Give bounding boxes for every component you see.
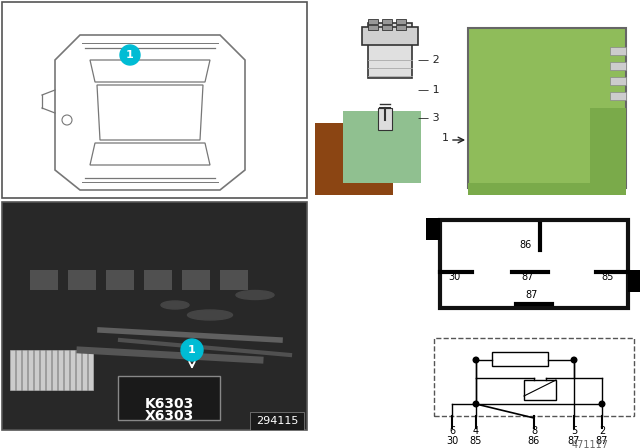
Bar <box>378 108 392 130</box>
Bar <box>492 352 548 366</box>
Bar <box>88 350 93 390</box>
Text: 30: 30 <box>448 272 460 282</box>
Text: 1: 1 <box>126 50 134 60</box>
Text: 4: 4 <box>473 426 479 436</box>
Text: 86: 86 <box>528 436 540 446</box>
Bar <box>28 350 33 390</box>
Bar <box>34 350 39 390</box>
Bar <box>220 270 248 290</box>
Bar <box>426 218 440 240</box>
Text: 87: 87 <box>596 436 608 446</box>
Bar <box>368 23 412 78</box>
Bar <box>396 25 406 30</box>
Bar <box>610 62 626 70</box>
Text: K6303: K6303 <box>145 397 194 411</box>
Text: 1: 1 <box>188 345 196 355</box>
Bar <box>70 350 75 390</box>
Bar <box>40 350 45 390</box>
Bar <box>68 270 96 290</box>
Bar <box>76 350 81 390</box>
Bar <box>610 77 626 85</box>
Text: 471117: 471117 <box>572 440 609 448</box>
Text: 87: 87 <box>568 436 580 446</box>
Circle shape <box>473 357 479 363</box>
Bar <box>106 270 134 290</box>
Text: — 1: — 1 <box>418 85 440 95</box>
Bar <box>610 47 626 55</box>
Bar <box>46 350 51 390</box>
Text: 87: 87 <box>526 290 538 300</box>
Circle shape <box>120 45 140 65</box>
Bar <box>2 2 307 198</box>
Bar <box>440 220 628 308</box>
Text: 30: 30 <box>446 436 458 446</box>
Text: 86: 86 <box>520 240 532 250</box>
Bar <box>343 111 421 183</box>
Bar <box>58 350 63 390</box>
Circle shape <box>599 401 605 407</box>
Text: 8: 8 <box>531 426 537 436</box>
Circle shape <box>572 357 577 363</box>
Text: 5: 5 <box>571 426 577 436</box>
Bar <box>434 338 634 416</box>
Bar <box>64 350 69 390</box>
Bar <box>524 380 556 400</box>
Bar <box>590 108 626 188</box>
Text: 87: 87 <box>522 272 534 282</box>
Ellipse shape <box>161 301 189 309</box>
Bar <box>368 19 378 24</box>
Bar <box>382 25 392 30</box>
Text: 1: 1 <box>442 133 449 143</box>
Bar <box>315 123 393 195</box>
Bar <box>382 19 392 24</box>
Bar <box>368 25 378 30</box>
Ellipse shape <box>236 290 274 300</box>
Ellipse shape <box>188 310 232 320</box>
Bar <box>10 350 15 390</box>
Circle shape <box>473 401 479 407</box>
Bar <box>52 350 57 390</box>
Text: — 2: — 2 <box>418 55 440 65</box>
Bar <box>2 202 307 430</box>
Text: 294115: 294115 <box>256 416 298 426</box>
Circle shape <box>181 339 203 361</box>
Bar <box>396 19 406 24</box>
Text: 85: 85 <box>470 436 482 446</box>
Bar <box>182 270 210 290</box>
Bar <box>118 376 220 420</box>
Bar <box>468 28 626 188</box>
Bar <box>468 183 626 195</box>
Bar <box>628 270 640 292</box>
Text: 6: 6 <box>449 426 455 436</box>
Bar <box>144 270 172 290</box>
Bar <box>22 350 27 390</box>
Text: — 3: — 3 <box>418 113 440 123</box>
Bar <box>250 412 304 430</box>
Text: 2: 2 <box>599 426 605 436</box>
Bar <box>30 270 58 290</box>
Text: 85: 85 <box>602 272 614 282</box>
Text: X6303: X6303 <box>145 409 194 423</box>
Bar <box>362 27 418 45</box>
Bar <box>16 350 21 390</box>
Bar <box>610 92 626 100</box>
Bar <box>82 350 87 390</box>
